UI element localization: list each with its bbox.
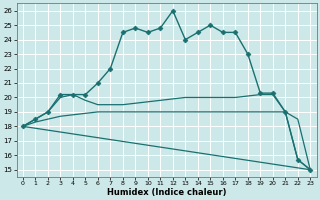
- X-axis label: Humidex (Indice chaleur): Humidex (Indice chaleur): [107, 188, 226, 197]
